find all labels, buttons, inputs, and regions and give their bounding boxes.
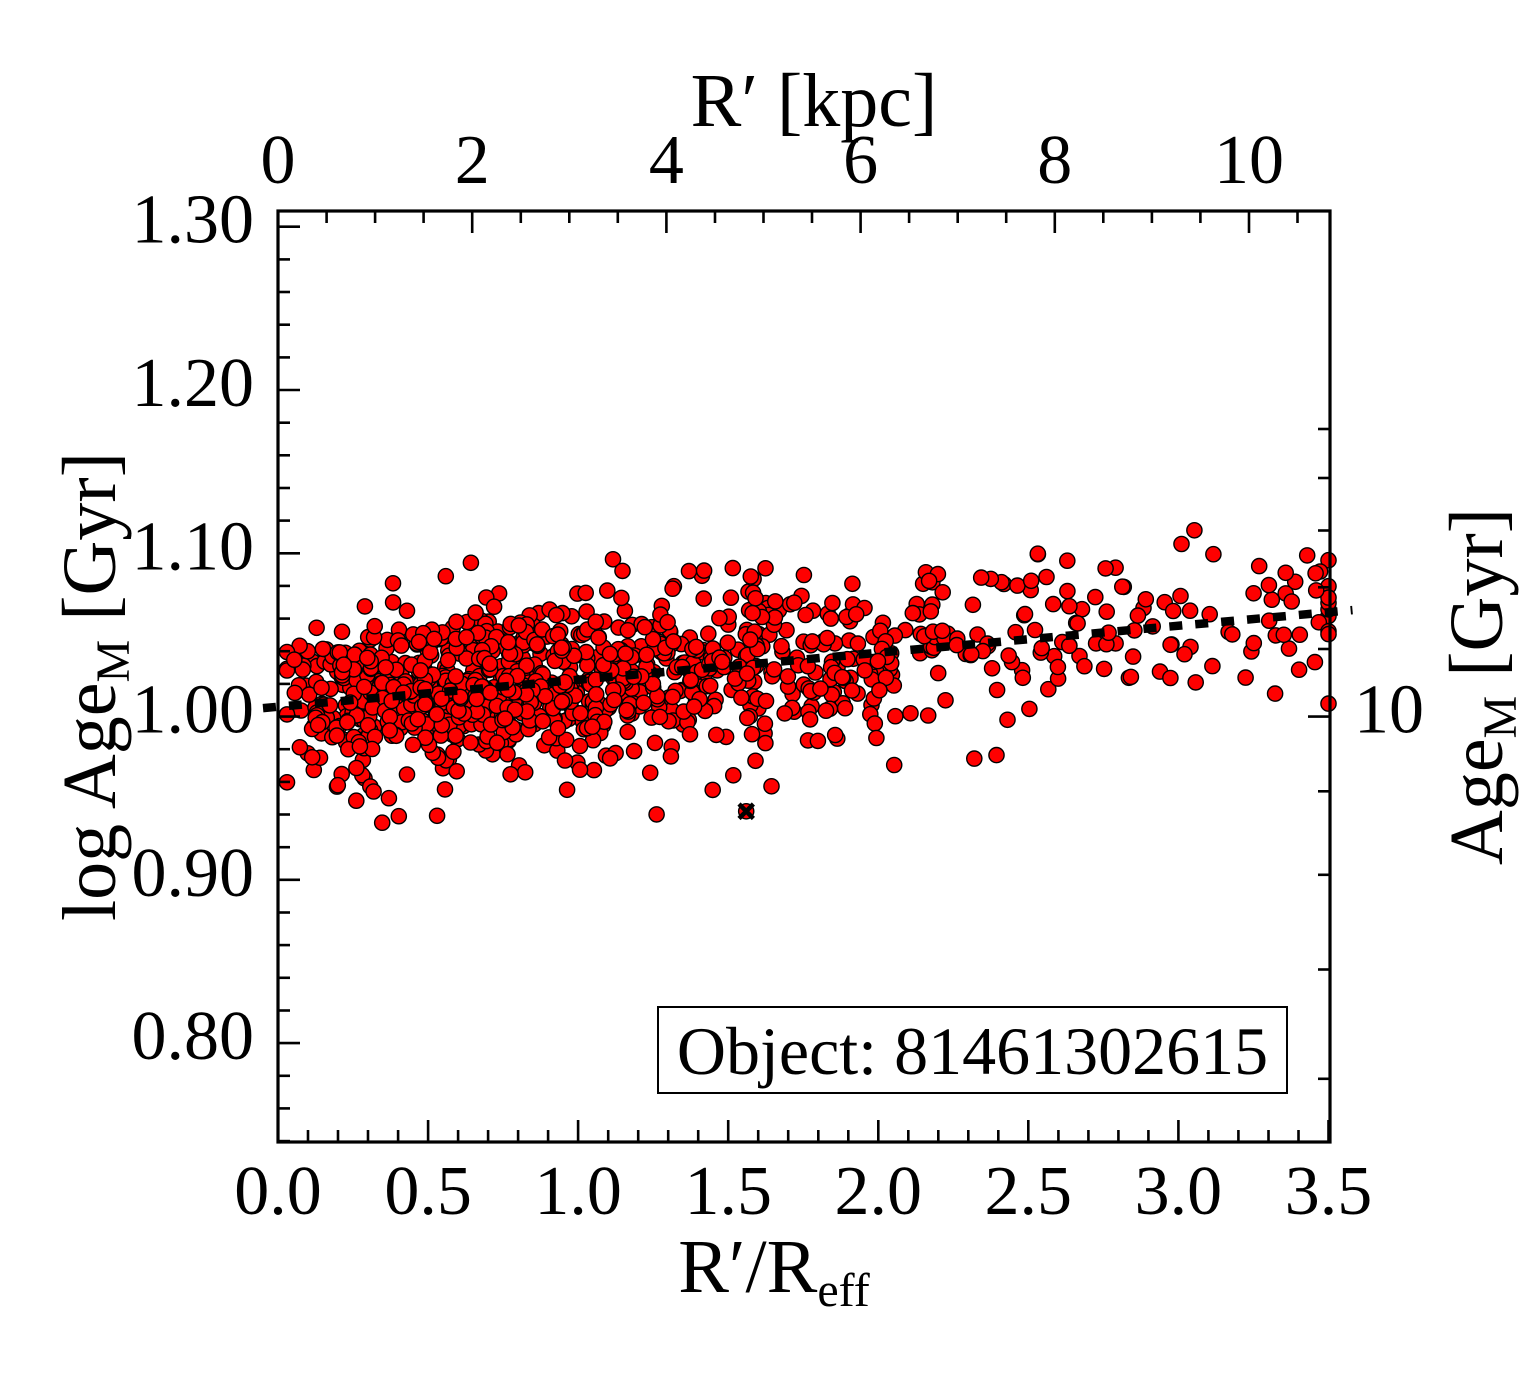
svg-text:2.5: 2.5 [985,1153,1073,1230]
svg-text:1.30: 1.30 [132,182,255,259]
svg-text:1.00: 1.00 [132,672,255,749]
svg-text:log AgeM [Gyr]: log AgeM [Gyr] [48,452,140,921]
svg-text:1.20: 1.20 [132,345,255,422]
svg-text:0.0: 0.0 [234,1153,322,1230]
svg-text:3.5: 3.5 [1285,1153,1373,1230]
svg-text:2: 2 [455,122,490,199]
svg-text:R′ [kpc]: R′ [kpc] [691,59,938,143]
svg-text:10: 10 [1354,672,1424,749]
svg-text:4: 4 [649,122,684,199]
svg-text:0.90: 0.90 [132,835,255,912]
svg-text:1.5: 1.5 [684,1153,772,1230]
svg-text:1.10: 1.10 [132,508,255,585]
svg-text:0.80: 0.80 [132,998,255,1075]
svg-text:1.0: 1.0 [534,1153,622,1230]
svg-text:8: 8 [1037,122,1072,199]
svg-text:3.0: 3.0 [1135,1153,1223,1230]
svg-text:0: 0 [261,122,296,199]
svg-text:0.5: 0.5 [384,1153,472,1230]
svg-text:Object: 81461302615: Object: 81461302615 [677,1013,1268,1089]
svg-text:2.0: 2.0 [835,1153,923,1230]
svg-text:AgeM [Gyr]: AgeM [Gyr] [1435,508,1527,865]
svg-text:10: 10 [1214,122,1284,199]
